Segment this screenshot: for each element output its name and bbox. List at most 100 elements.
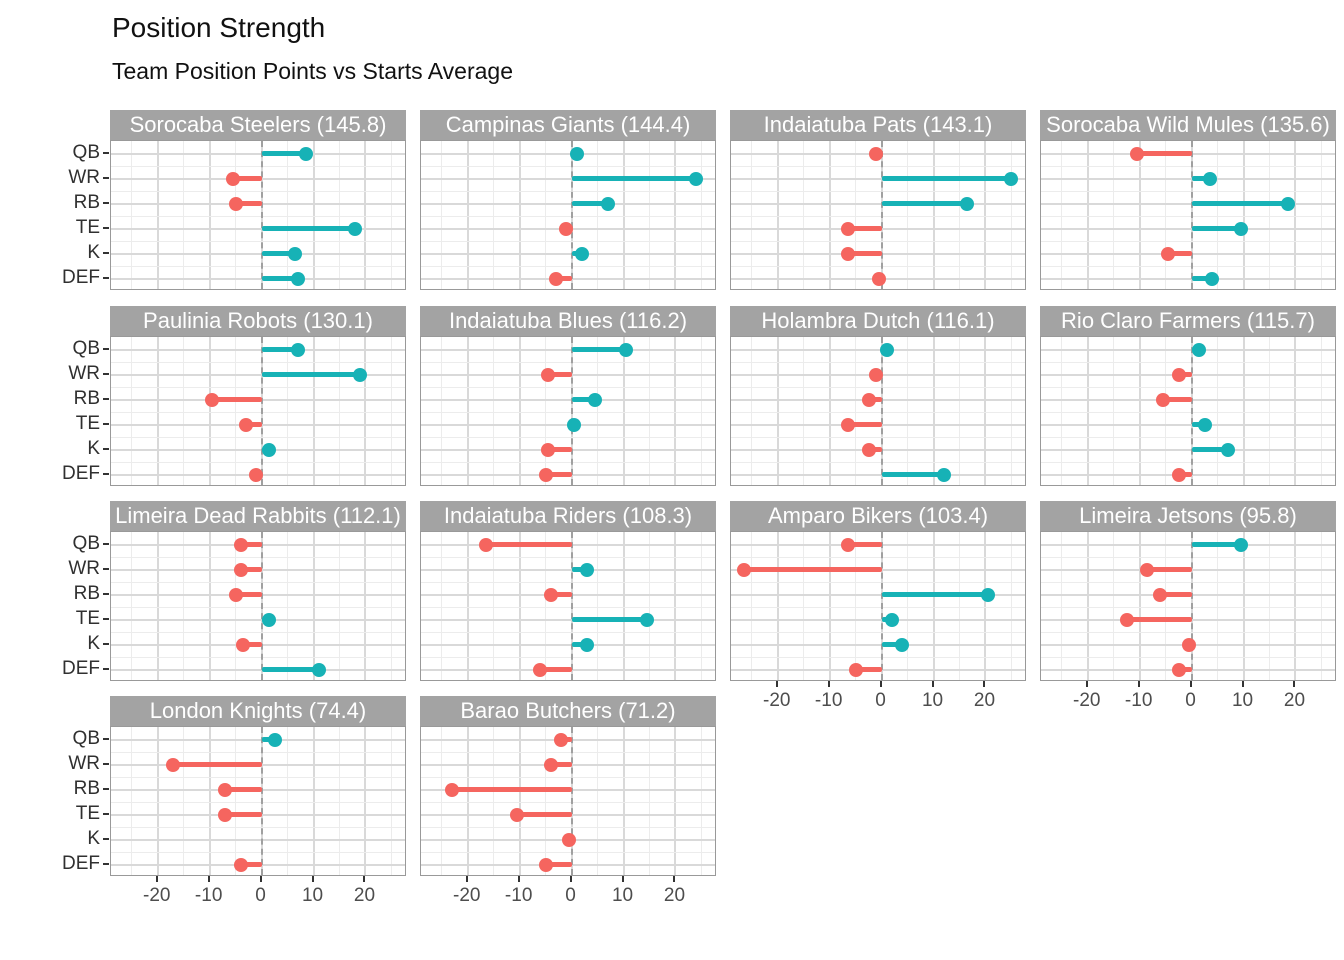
gridline-minor bbox=[441, 727, 443, 875]
lollipop-stem-te bbox=[517, 812, 572, 817]
gridline-major bbox=[776, 337, 779, 485]
y-axis-tick bbox=[103, 176, 109, 179]
x-axis-tick bbox=[155, 876, 158, 882]
gridline-major bbox=[421, 252, 715, 255]
gridline-major bbox=[421, 348, 715, 351]
gridline-minor bbox=[421, 215, 715, 217]
zero-reference-line bbox=[570, 141, 573, 289]
gridline-minor bbox=[338, 337, 340, 485]
lollipop-stem-qb bbox=[847, 542, 882, 547]
y-axis-label-qb: QB bbox=[72, 337, 100, 359]
y-axis-label-k: K bbox=[87, 632, 100, 654]
gridline-major bbox=[731, 348, 1025, 351]
lollipop-dot-wr bbox=[541, 367, 556, 382]
y-axis-tick bbox=[103, 151, 109, 154]
zero-reference-line bbox=[570, 337, 573, 485]
gridline-minor bbox=[731, 215, 1025, 217]
x-axis-tick bbox=[465, 876, 468, 882]
gridline-major bbox=[1294, 532, 1297, 680]
gridline-major bbox=[364, 337, 367, 485]
facet-strip-indaiatuba-pats: Indaiatuba Pats (143.1) bbox=[730, 110, 1026, 140]
y-axis-label-wr: WR bbox=[68, 557, 100, 579]
y-axis-label-te: TE bbox=[75, 412, 100, 434]
gridline-minor bbox=[700, 337, 702, 485]
gridline-minor bbox=[421, 190, 715, 192]
gridline-minor bbox=[235, 727, 237, 875]
facet-title: Rio Claro Farmers (115.7) bbox=[1061, 308, 1315, 333]
lollipop-dot-k bbox=[1161, 246, 1176, 261]
gridline-minor bbox=[958, 532, 960, 680]
x-axis-label: -10 bbox=[194, 885, 223, 906]
y-axis-tick bbox=[103, 472, 109, 475]
gridline-major bbox=[1041, 227, 1335, 230]
lollipop-dot-def bbox=[533, 662, 548, 677]
lollipop-dot-qb bbox=[554, 732, 569, 747]
lollipop-stem-wr bbox=[233, 176, 262, 181]
x-axis-label: -20 bbox=[763, 690, 791, 711]
x-axis-label: 0 bbox=[565, 885, 576, 906]
gridline-minor bbox=[111, 851, 405, 853]
zero-reference-line bbox=[260, 337, 263, 485]
gridline-minor bbox=[1061, 337, 1063, 485]
y-axis-tick bbox=[103, 837, 109, 840]
x-axis-label: -10 bbox=[1124, 690, 1153, 711]
gridline-major bbox=[932, 141, 935, 289]
gridline-minor bbox=[1113, 141, 1115, 289]
x-axis-label: -10 bbox=[504, 885, 533, 906]
gridline-major bbox=[1294, 337, 1297, 485]
x-axis-tick bbox=[1085, 681, 1088, 687]
x-axis-label: 10 bbox=[611, 885, 634, 906]
y-axis-label-k: K bbox=[87, 241, 100, 263]
gridline-major bbox=[1086, 337, 1089, 485]
gridline-minor bbox=[958, 141, 960, 289]
gridline-minor bbox=[1268, 337, 1270, 485]
lollipop-dot-def bbox=[1205, 271, 1220, 286]
lollipop-dot-qb bbox=[1233, 537, 1248, 552]
lollipop-stem-wr bbox=[743, 567, 882, 572]
y-axis-tick bbox=[103, 447, 109, 450]
gridline-minor bbox=[731, 556, 1025, 558]
gridline-minor bbox=[731, 436, 1025, 438]
gridline-major bbox=[984, 532, 987, 680]
facet-title: Holambra Dutch (116.1) bbox=[761, 308, 995, 333]
gridline-major bbox=[1041, 202, 1335, 205]
gridline-minor bbox=[1041, 631, 1335, 633]
lollipop-dot-wr bbox=[1202, 171, 1217, 186]
gridline-major bbox=[421, 618, 715, 621]
gridline-minor bbox=[855, 337, 857, 485]
facet-strip-limeira-jetsons: Limeira Jetsons (95.8) bbox=[1040, 501, 1336, 531]
gridline-minor bbox=[421, 265, 715, 267]
gridline-minor bbox=[1041, 240, 1335, 242]
gridline-minor bbox=[421, 361, 715, 363]
zero-reference-line bbox=[1190, 337, 1193, 485]
x-axis-tick bbox=[311, 876, 314, 882]
gridline-minor bbox=[1010, 532, 1012, 680]
y-axis-label-def: DEF bbox=[62, 657, 100, 679]
gridline-minor bbox=[1217, 141, 1219, 289]
lollipop-stem-def bbox=[1191, 276, 1213, 281]
gridline-minor bbox=[111, 606, 405, 608]
gridline-major bbox=[731, 202, 1025, 205]
y-axis-label-rb: RB bbox=[73, 777, 100, 799]
gridline-minor bbox=[731, 581, 1025, 583]
lollipop-stem-qb bbox=[240, 542, 262, 547]
gridline-minor bbox=[421, 656, 715, 658]
gridline-minor bbox=[390, 337, 392, 485]
lollipop-dot-k bbox=[840, 246, 855, 261]
gridline-minor bbox=[1320, 141, 1322, 289]
facet-title: London Knights (74.4) bbox=[149, 698, 367, 723]
gridline-major bbox=[932, 532, 935, 680]
lollipop-dot-wr bbox=[869, 367, 884, 382]
lollipop-dot-wr bbox=[233, 562, 248, 577]
lollipop-dot-k bbox=[1182, 637, 1196, 652]
lollipop-stem-wr bbox=[571, 567, 588, 572]
gridline-minor bbox=[1165, 532, 1167, 680]
lollipop-stem-def bbox=[261, 276, 298, 281]
gridline-minor bbox=[958, 337, 960, 485]
gridline-major bbox=[674, 141, 677, 289]
gridline-major bbox=[421, 568, 715, 571]
gridline-minor bbox=[1041, 606, 1335, 608]
gridline-minor bbox=[731, 165, 1025, 167]
gridline-major bbox=[312, 727, 315, 875]
lollipop-dot-te bbox=[884, 612, 899, 627]
